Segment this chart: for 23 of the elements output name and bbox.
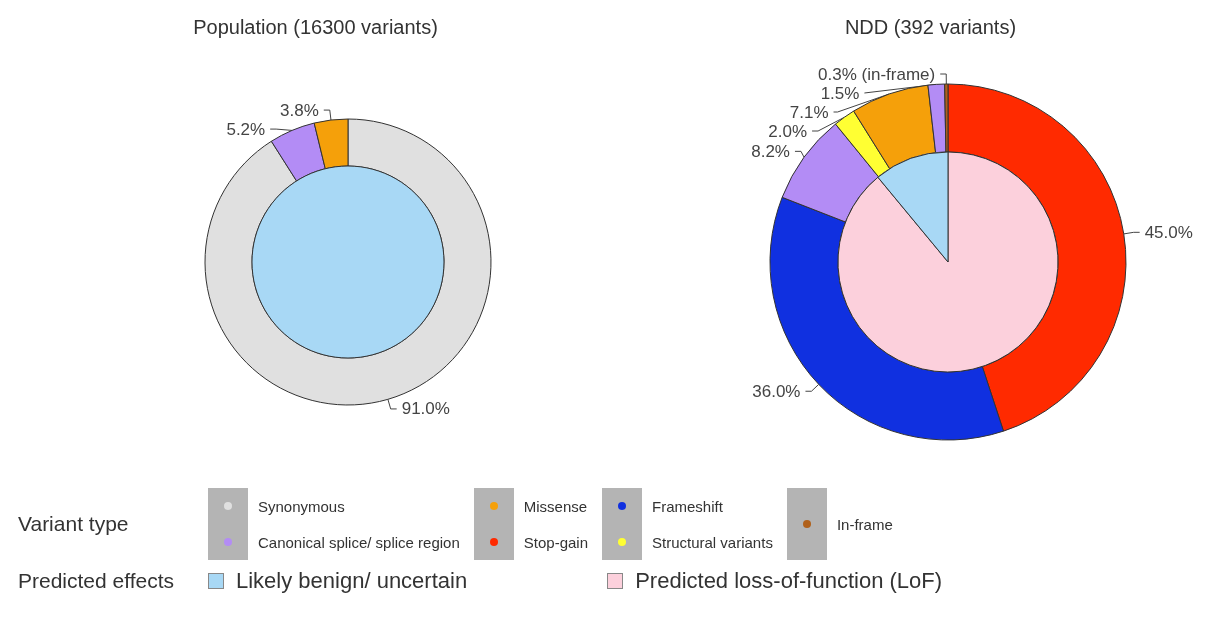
legend-label: In-frame [836, 515, 893, 533]
legend-label: Structural variants [652, 533, 773, 551]
data-label: 1.5% [820, 83, 860, 103]
legend-title: Variant type [18, 512, 130, 536]
data-label: 8.2% [751, 141, 790, 161]
data-label: 2.0% [768, 121, 808, 141]
legend-title: Predicted effects [18, 569, 176, 593]
legend-label: Missense [523, 497, 588, 515]
data-label: 3.8% [280, 100, 319, 120]
legend-label: Synonymous [258, 497, 346, 515]
legend-label: Likely benign/ uncertain [236, 568, 468, 594]
data-label: 7.1% [789, 102, 829, 122]
legend-label: Frameshift [652, 497, 724, 515]
data-label: 0.3% (in-frame) [818, 64, 936, 84]
data-label: 45.0% [1144, 222, 1193, 242]
data-label: 5.2% [226, 119, 266, 139]
chart-title: NDD (392 variants) [844, 16, 1017, 38]
data-label: 91.0% [401, 399, 450, 419]
data-label: 36.0% [752, 381, 801, 401]
chart-title: Population (16300 variants) [193, 16, 438, 38]
legend-label: Canonical splice/ splice region [258, 533, 460, 551]
legend-label: Predicted loss-of-function (LoF) [635, 568, 943, 594]
legend-label: Stop-gain [523, 533, 588, 551]
